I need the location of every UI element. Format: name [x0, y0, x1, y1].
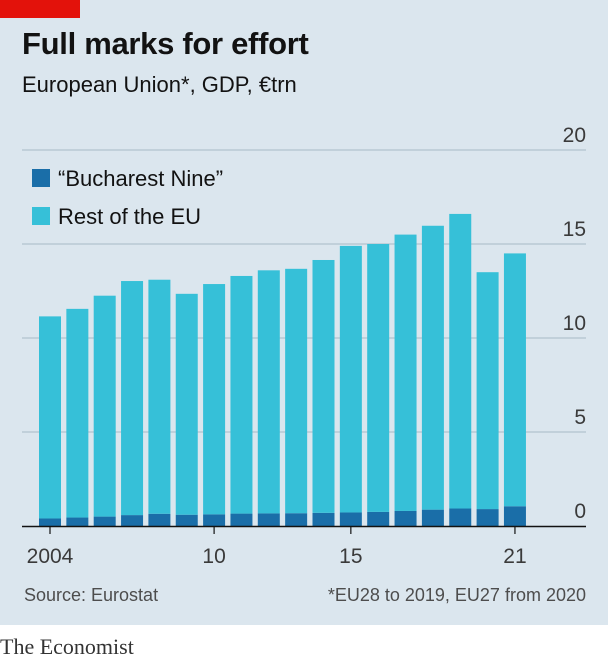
bar-bucharest-nine-2007	[121, 515, 144, 526]
bar-bucharest-nine-2016	[367, 511, 390, 526]
legend-label-rest-of-eu: Rest of the EU	[58, 204, 201, 229]
bar-rest-of-eu-2011	[230, 275, 253, 514]
chart-title: Full marks for effort	[22, 26, 309, 61]
bar-rest-of-eu-2008	[148, 279, 171, 514]
axes: 0 5 10 15 20 2004 10 15 21	[22, 124, 586, 568]
bar-bucharest-nine-2010	[203, 514, 226, 526]
bar-rest-of-eu-2018	[421, 225, 444, 510]
bar-rest-of-eu-2017	[394, 234, 417, 511]
brand-accent-tag	[0, 0, 80, 18]
chart-subtitle: European Union*, GDP, €trn	[22, 72, 297, 97]
x-tick-label: 10	[202, 545, 225, 568]
bar-bucharest-nine-2015	[339, 512, 362, 526]
x-tick-label: 2004	[27, 545, 74, 568]
bar-rest-of-eu-2005	[66, 308, 89, 518]
bar-rest-of-eu-2009	[175, 293, 198, 515]
bar-rest-of-eu-2014	[312, 259, 335, 513]
bar-bucharest-nine-2011	[230, 513, 253, 526]
x-tick-label: 21	[503, 545, 526, 568]
legend-swatch-bucharest-nine	[32, 169, 50, 187]
bar-rest-of-eu-2006	[93, 295, 116, 517]
y-tick-label: 20	[563, 124, 586, 147]
source-note: Source: Eurostat	[24, 585, 159, 605]
y-tick-label: 5	[574, 406, 586, 429]
bar-rest-of-eu-2004	[39, 316, 61, 519]
bar-rest-of-eu-2013	[285, 268, 308, 514]
bar-bucharest-nine-2008	[148, 513, 171, 526]
bar-rest-of-eu-2015	[339, 245, 362, 513]
legend-label-bucharest-nine: “Bucharest Nine”	[58, 166, 223, 191]
legend-swatch-rest-of-eu	[32, 207, 50, 225]
legend: “Bucharest Nine” Rest of the EU	[32, 166, 223, 229]
bar-bucharest-nine-2017	[394, 510, 417, 526]
y-tick-label: 15	[563, 218, 586, 241]
bar-rest-of-eu-2020	[476, 272, 499, 510]
bar-rest-of-eu-2019	[449, 213, 472, 509]
bar-rest-of-eu-2016	[367, 244, 390, 512]
bar-rest-of-eu-2007	[121, 281, 144, 516]
bar-bucharest-nine-2013	[285, 513, 308, 526]
bar-bucharest-nine-2004	[39, 518, 61, 526]
bar-bucharest-nine-2006	[93, 516, 116, 526]
bar-bucharest-nine-2009	[175, 514, 198, 526]
chart-panel: Full marks for effort European Union*, G…	[0, 0, 608, 625]
y-tick-label: 0	[574, 500, 586, 523]
x-tick-label: 15	[339, 545, 362, 568]
footnote: *EU28 to 2019, EU27 from 2020	[327, 585, 586, 605]
bars	[39, 213, 526, 526]
bar-bucharest-nine-2012	[257, 513, 280, 526]
bar-bucharest-nine-2005	[66, 517, 89, 526]
bar-bucharest-nine-2019	[449, 508, 472, 526]
economist-logo-text: The Economist	[0, 634, 134, 659]
bar-bucharest-nine-2021	[503, 506, 526, 526]
y-tick-label: 10	[563, 312, 586, 335]
bar-bucharest-nine-2014	[312, 512, 335, 526]
bar-rest-of-eu-2012	[257, 270, 280, 514]
stacked-bar-chart: 0 5 10 15 20 2004 10 15 21 “Bucharest Nine” Rest …	[22, 124, 586, 568]
bar-rest-of-eu-2021	[503, 253, 526, 507]
bar-bucharest-nine-2020	[476, 509, 499, 526]
bar-bucharest-nine-2018	[421, 509, 444, 526]
bar-rest-of-eu-2010	[203, 284, 226, 515]
